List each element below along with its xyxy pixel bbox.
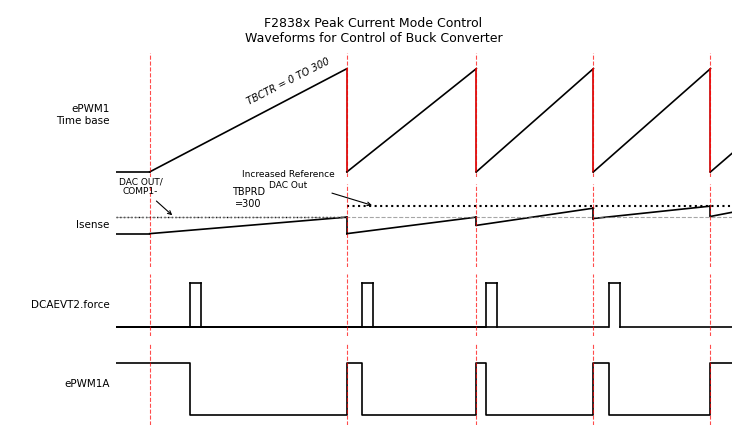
Text: ePWM1A: ePWM1A [64,379,110,389]
Text: TBPRD
=300: TBPRD =300 [232,187,265,209]
Text: ePWM1
Time base: ePWM1 Time base [56,104,110,126]
Text: DCAEVT2.force: DCAEVT2.force [31,299,110,310]
Text: F2838x Peak Current Mode Control
Waveforms for Control of Buck Converter: F2838x Peak Current Mode Control Wavefor… [245,17,502,45]
Text: DAC OUT/
COMP1-: DAC OUT/ COMP1- [119,177,171,214]
Text: Increased Reference
DAC Out: Increased Reference DAC Out [242,170,371,206]
Text: Isense: Isense [76,220,110,230]
Text: TBCTR = 0 TO 300: TBCTR = 0 TO 300 [245,56,331,107]
